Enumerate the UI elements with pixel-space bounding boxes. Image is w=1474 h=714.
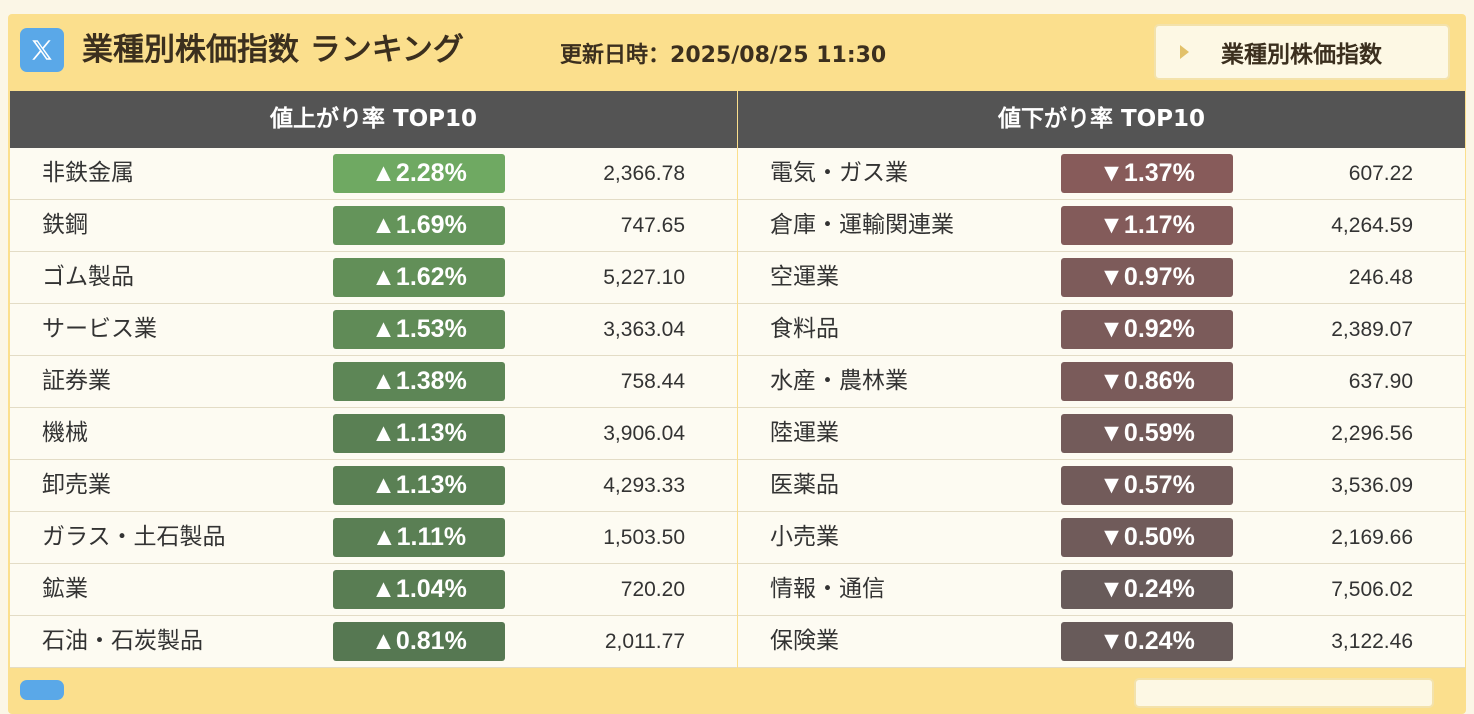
index-value: 720.20 (620, 578, 685, 601)
index-value: 7,506.02 (1331, 578, 1413, 601)
index-value: 2,296.56 (1331, 422, 1413, 445)
gainer-row[interactable]: 鉄鋼 ▲1.69% 747.65 (10, 200, 737, 252)
next-widget-x-button[interactable] (20, 680, 64, 700)
sector-name: 卸売業 (42, 472, 111, 498)
change-badge: ▼0.92% (1061, 310, 1233, 349)
index-value: 2,389.07 (1331, 318, 1413, 341)
change-badge: ▼1.17% (1061, 206, 1233, 245)
index-value: 607.22 (1348, 162, 1413, 185)
gainer-row[interactable]: 石油・石炭製品 ▲0.81% 2,011.77 (10, 616, 737, 668)
change-badge: ▼0.86% (1061, 362, 1233, 401)
index-value: 637.90 (1348, 370, 1413, 393)
index-value: 747.65 (620, 214, 685, 237)
ranking-widget: 業種別株価指数 ランキング 更新日時：2025/08/25 11:30 業種別株… (8, 14, 1466, 714)
sector-name: 電気・ガス業 (770, 160, 908, 186)
updated-value: 2025/08/25 11:30 (670, 43, 887, 68)
loser-row[interactable]: 情報・通信 ▼0.24% 7,506.02 (738, 564, 1465, 616)
change-badge: ▲0.81% (333, 622, 505, 661)
x-share-button[interactable] (20, 28, 64, 72)
index-value: 2,011.77 (604, 630, 685, 653)
sector-name: 小売業 (770, 524, 839, 550)
gainer-row[interactable]: 卸売業 ▲1.13% 4,293.33 (10, 460, 737, 512)
widget-header: 業種別株価指数 ランキング 更新日時：2025/08/25 11:30 業種別株… (8, 14, 1466, 92)
change-badge: ▼0.97% (1061, 258, 1233, 297)
sector-name: 証券業 (42, 368, 111, 394)
gainer-row[interactable]: 証券業 ▲1.38% 758.44 (10, 356, 737, 408)
index-value: 3,536.09 (1331, 474, 1413, 497)
change-badge: ▲1.38% (333, 362, 505, 401)
index-value: 4,264.59 (1331, 214, 1413, 237)
index-value: 3,363.04 (603, 318, 685, 341)
index-value: 4,293.33 (603, 474, 685, 497)
change-badge: ▲1.53% (333, 310, 505, 349)
loser-row[interactable]: 小売業 ▼0.50% 2,169.66 (738, 512, 1465, 564)
change-badge: ▲1.13% (333, 414, 505, 453)
sector-name: ガラス・土石製品 (42, 524, 226, 550)
sector-name: 非鉄金属 (42, 160, 134, 186)
index-value: 1,503.50 (603, 526, 685, 549)
loser-row[interactable]: 倉庫・運輸関連業 ▼1.17% 4,264.59 (738, 200, 1465, 252)
sector-name: 情報・通信 (770, 576, 885, 602)
sector-name: 鉄鋼 (42, 212, 88, 238)
sector-index-link-label: 業種別株価指数 (1221, 42, 1382, 68)
next-widget-link-button[interactable] (1134, 678, 1434, 708)
sector-name: 倉庫・運輸関連業 (770, 212, 954, 238)
sector-name: 水産・農林業 (770, 368, 908, 394)
change-badge: ▲1.11% (333, 518, 505, 557)
sector-index-link-button[interactable]: 業種別株価指数 (1154, 24, 1450, 80)
change-badge: ▲1.69% (333, 206, 505, 245)
sector-name: 保険業 (770, 628, 839, 654)
change-badge: ▼0.50% (1061, 518, 1233, 557)
gainer-row[interactable]: 鉱業 ▲1.04% 720.20 (10, 564, 737, 616)
loser-row[interactable]: 食料品 ▼0.92% 2,389.07 (738, 304, 1465, 356)
gainers-panel: 値上がり率 TOP10 非鉄金属 ▲2.28% 2,366.78 鉄鋼 ▲1.69% 7… (10, 91, 737, 668)
gainer-row[interactable]: サービス業 ▲1.53% 3,363.04 (10, 304, 737, 356)
gainers-heading: 値上がり率 TOP10 (10, 91, 737, 148)
change-badge: ▼0.24% (1061, 622, 1233, 661)
index-value: 2,169.66 (1331, 526, 1413, 549)
index-value: 758.44 (620, 370, 685, 393)
change-badge: ▲2.28% (333, 154, 505, 193)
sector-name: 陸運業 (770, 420, 839, 446)
sector-name: ゴム製品 (42, 264, 134, 290)
x-logo-icon (32, 40, 52, 60)
change-badge: ▼1.37% (1061, 154, 1233, 193)
losers-heading: 値下がり率 TOP10 (738, 91, 1465, 148)
index-value: 3,122.46 (1331, 630, 1413, 653)
change-badge: ▼0.24% (1061, 570, 1233, 609)
index-value: 5,227.10 (603, 266, 685, 289)
loser-row[interactable]: 電気・ガス業 ▼1.37% 607.22 (738, 148, 1465, 200)
change-badge: ▼0.57% (1061, 466, 1233, 505)
gainer-row[interactable]: 非鉄金属 ▲2.28% 2,366.78 (10, 148, 737, 200)
updated-label: 更新日時： (560, 43, 671, 68)
gainers-list: 非鉄金属 ▲2.28% 2,366.78 鉄鋼 ▲1.69% 747.65 ゴム製品 ▲1… (10, 148, 737, 668)
gainer-row[interactable]: ゴム製品 ▲1.62% 5,227.10 (10, 252, 737, 304)
loser-row[interactable]: 医薬品 ▼0.57% 3,536.09 (738, 460, 1465, 512)
loser-row[interactable]: 水産・農林業 ▼0.86% 637.90 (738, 356, 1465, 408)
caret-right-icon (1180, 45, 1189, 59)
sector-name: 石油・石炭製品 (42, 628, 203, 654)
updated-timestamp: 更新日時：2025/08/25 11:30 (560, 38, 886, 74)
gainer-row[interactable]: ガラス・土石製品 ▲1.11% 1,503.50 (10, 512, 737, 564)
loser-row[interactable]: 空運業 ▼0.97% 246.48 (738, 252, 1465, 304)
change-badge: ▼0.59% (1061, 414, 1233, 453)
index-value: 246.48 (1348, 266, 1413, 289)
sector-name: サービス業 (42, 316, 157, 342)
sector-name: 鉱業 (42, 576, 88, 602)
sector-name: 医薬品 (770, 472, 839, 498)
change-badge: ▲1.13% (333, 466, 505, 505)
losers-panel: 値下がり率 TOP10 電気・ガス業 ▼1.37% 607.22 倉庫・運輸関連業 ▼… (738, 91, 1465, 668)
change-badge: ▲1.04% (333, 570, 505, 609)
sector-name: 空運業 (770, 264, 839, 290)
index-value: 2,366.78 (603, 162, 685, 185)
index-value: 3,906.04 (603, 422, 685, 445)
change-badge: ▲1.62% (333, 258, 505, 297)
sector-name: 機械 (42, 420, 88, 446)
page-title: 業種別株価指数 ランキング (82, 32, 464, 68)
loser-row[interactable]: 保険業 ▼0.24% 3,122.46 (738, 616, 1465, 668)
losers-list: 電気・ガス業 ▼1.37% 607.22 倉庫・運輸関連業 ▼1.17% 4,264.5… (738, 148, 1465, 668)
sector-name: 食料品 (770, 316, 839, 342)
gainer-row[interactable]: 機械 ▲1.13% 3,906.04 (10, 408, 737, 460)
loser-row[interactable]: 陸運業 ▼0.59% 2,296.56 (738, 408, 1465, 460)
